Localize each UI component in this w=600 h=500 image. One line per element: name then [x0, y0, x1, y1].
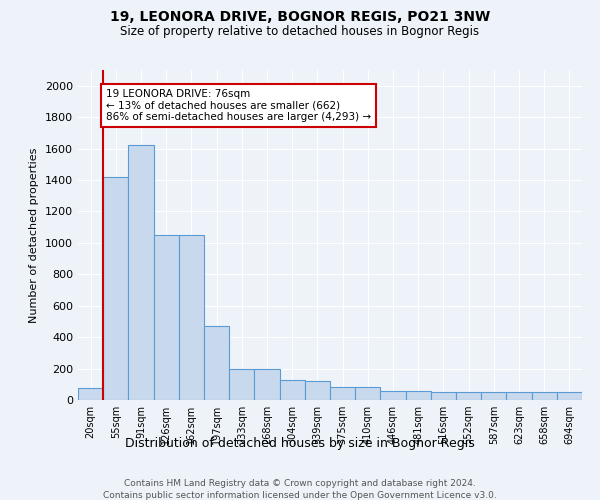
Bar: [380, 390, 406, 400]
Bar: [78, 388, 103, 400]
Bar: [355, 388, 380, 400]
Bar: [103, 177, 128, 400]
Text: Contains HM Land Registry data © Crown copyright and database right 2024.: Contains HM Land Registry data © Crown c…: [124, 479, 476, 488]
Bar: [557, 392, 582, 400]
Text: Distribution of detached houses by size in Bognor Regis: Distribution of detached houses by size …: [125, 438, 475, 450]
Y-axis label: Number of detached properties: Number of detached properties: [29, 148, 40, 322]
Bar: [229, 368, 254, 400]
Bar: [204, 326, 229, 400]
Text: Contains public sector information licensed under the Open Government Licence v3: Contains public sector information licen…: [103, 491, 497, 500]
Bar: [481, 392, 506, 400]
Bar: [179, 235, 204, 400]
Bar: [406, 392, 431, 400]
Bar: [506, 392, 532, 400]
Bar: [305, 381, 330, 400]
Text: 19, LEONORA DRIVE, BOGNOR REGIS, PO21 3NW: 19, LEONORA DRIVE, BOGNOR REGIS, PO21 3N…: [110, 10, 490, 24]
Bar: [431, 392, 456, 400]
Bar: [532, 392, 557, 400]
Text: 19 LEONORA DRIVE: 76sqm
← 13% of detached houses are smaller (662)
86% of semi-d: 19 LEONORA DRIVE: 76sqm ← 13% of detache…: [106, 89, 371, 122]
Bar: [456, 392, 481, 400]
Bar: [280, 380, 305, 400]
Text: Size of property relative to detached houses in Bognor Regis: Size of property relative to detached ho…: [121, 25, 479, 38]
Bar: [154, 235, 179, 400]
Bar: [254, 368, 280, 400]
Bar: [330, 388, 355, 400]
Bar: [128, 146, 154, 400]
